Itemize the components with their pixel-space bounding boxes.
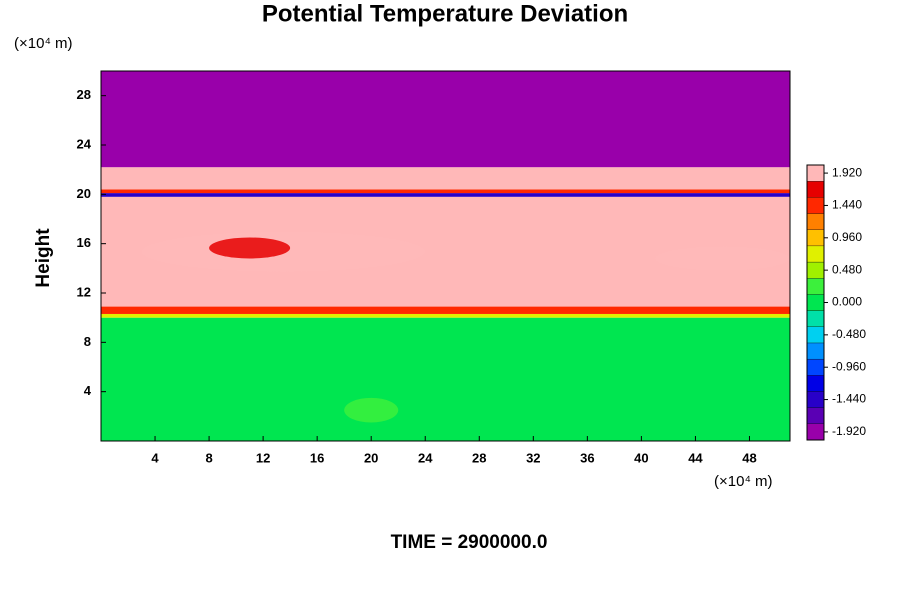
colorbar-cell [806, 310, 825, 327]
patch [654, 246, 790, 271]
footer: TIME = 2900000.0 [391, 532, 548, 553]
colorbar-tick-label: -0.960 [832, 359, 866, 373]
colorbar-cell [806, 261, 825, 279]
x-tick-label: 20 [364, 450, 378, 465]
patch [209, 237, 291, 259]
x-tick-label: 24 [418, 450, 433, 465]
colorbar-tick-label: -1.440 [832, 392, 866, 406]
layer [101, 317, 790, 441]
x-tick-label: 16 [310, 450, 324, 465]
colorbar-cell [806, 181, 825, 198]
y-tick-label: 4 [84, 383, 92, 398]
colorbar-cell [806, 375, 825, 392]
colorbar-cell [806, 326, 825, 344]
colorbar-tick-label: 0.480 [832, 262, 862, 276]
x-tick-label: 12 [256, 450, 270, 465]
colorbar-cell [806, 213, 825, 230]
y-tick-label: 20 [77, 186, 91, 201]
colorbar-cell [806, 164, 825, 182]
patch [344, 397, 399, 423]
colorbar-cell [806, 391, 825, 408]
colorbar-cell [806, 245, 825, 263]
colorbar-cell [806, 229, 825, 247]
colorbar-tick-label: 1.920 [832, 165, 862, 179]
colorbar-cell [806, 294, 825, 311]
colorbar-tick-label: -1.920 [832, 424, 866, 438]
colorbar-tick-label: 1.440 [832, 198, 862, 212]
x-tick-label: 36 [580, 450, 594, 465]
y-tick-label: 8 [84, 334, 91, 349]
colorbar-tick-label: 0.960 [832, 230, 862, 244]
layer [101, 193, 790, 197]
x-tick-label: 28 [472, 450, 486, 465]
x-tick-label: 32 [526, 450, 540, 465]
x-tick-label: 4 [151, 450, 159, 465]
y-tick-label: 24 [77, 136, 92, 151]
colorbar-cell [806, 197, 825, 214]
y-unit: (×10⁴ m) [14, 35, 73, 52]
y-tick-label: 16 [77, 235, 91, 250]
layer [101, 189, 790, 194]
plot-area [101, 71, 790, 441]
layer [101, 306, 790, 314]
y-tick-label: 28 [77, 87, 91, 102]
colorbar-cell [806, 342, 825, 360]
colorbar-tick-label: -0.480 [832, 327, 866, 341]
x-tick-label: 44 [688, 450, 703, 465]
x-unit: (×10⁴ m) [714, 473, 773, 490]
colorbar-cell [806, 423, 825, 441]
colorbar-tick-label: 0.000 [832, 295, 862, 309]
x-tick-label: 40 [634, 450, 648, 465]
colorbar-cell [806, 407, 825, 424]
layer [101, 313, 790, 318]
chart-title: Potential Temperature Deviation [262, 0, 628, 27]
y-tick-label: 12 [77, 284, 91, 299]
colorbar-cell [806, 278, 825, 295]
y-axis-label: Height [33, 228, 54, 288]
x-tick-label: 8 [205, 450, 212, 465]
x-tick-label: 48 [742, 450, 756, 465]
layer [101, 167, 790, 190]
colorbar-cell [806, 358, 825, 376]
layer [101, 71, 790, 168]
plot-frame [100, 70, 791, 442]
